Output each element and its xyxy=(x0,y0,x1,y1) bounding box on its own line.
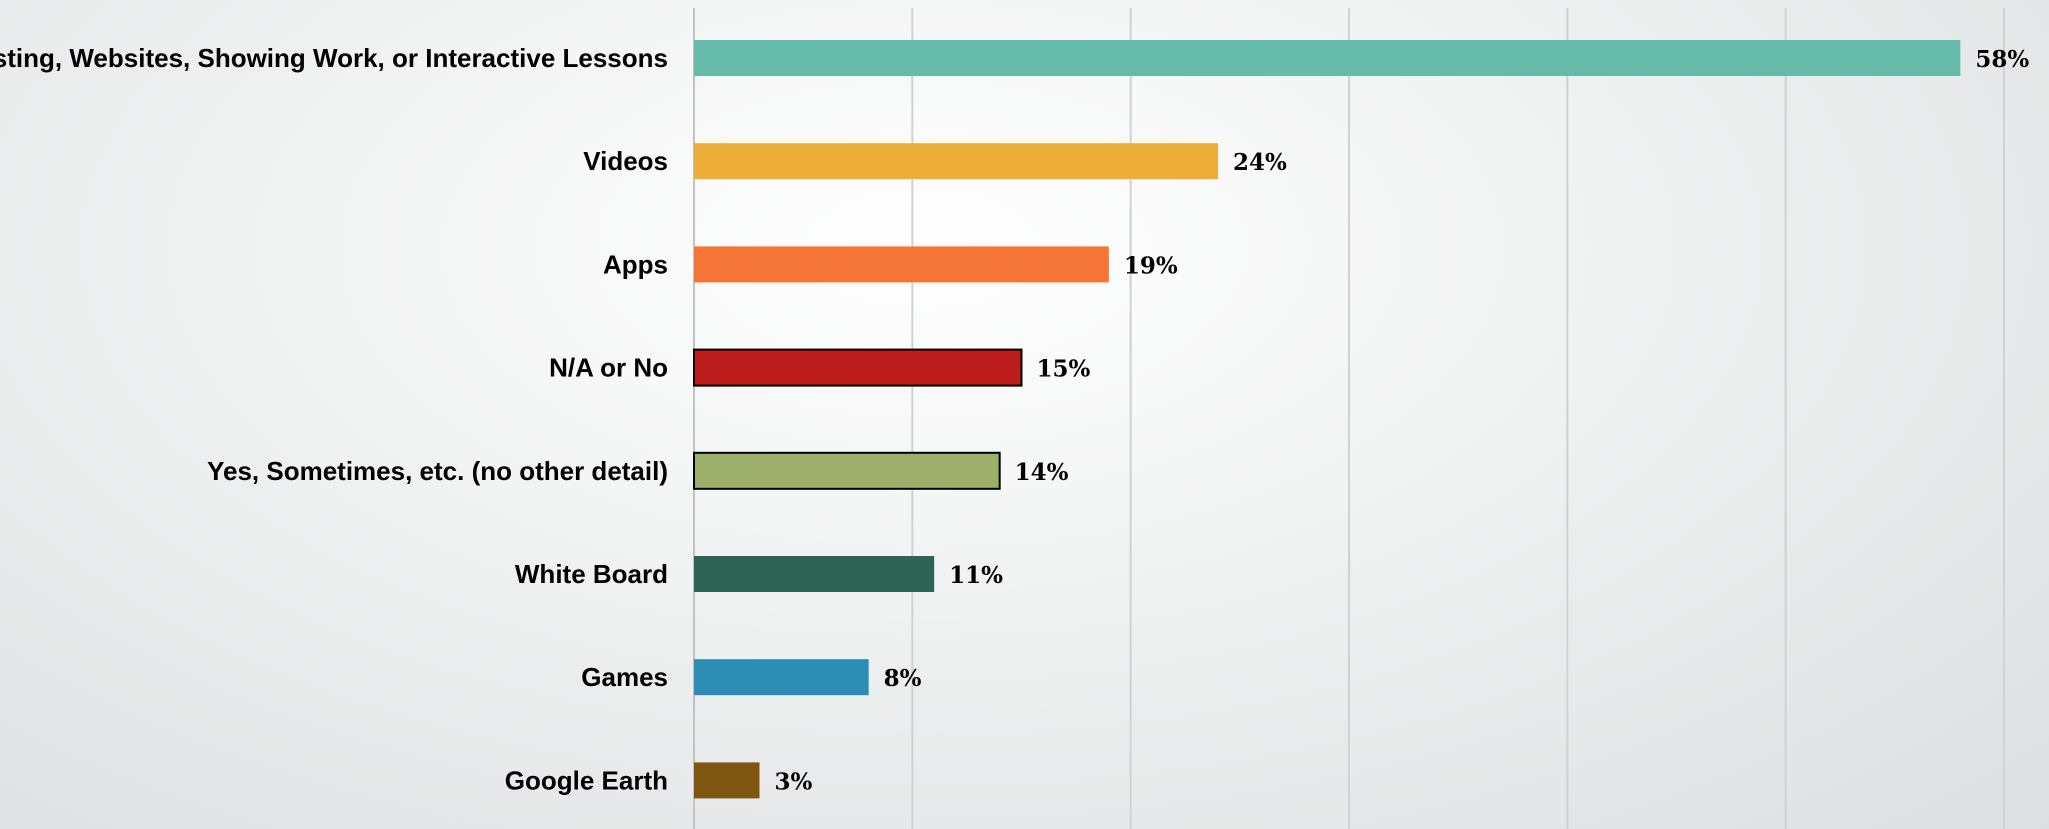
bar xyxy=(694,143,1218,180)
category-label: White Board xyxy=(515,559,668,589)
bar xyxy=(694,659,869,696)
value-label: 8% xyxy=(884,665,922,692)
category-label: Videos xyxy=(583,146,668,176)
bar xyxy=(693,451,1001,490)
value-label: 11% xyxy=(949,562,1003,589)
value-label: 24% xyxy=(1233,149,1287,176)
bar xyxy=(694,762,760,799)
value-label: 19% xyxy=(1124,252,1178,279)
category-label: N/A or No xyxy=(549,353,668,383)
category-labels: Casting, Websites, Showing Work, or Inte… xyxy=(0,43,668,795)
bar xyxy=(693,348,1023,387)
value-label: 15% xyxy=(1037,356,1091,383)
category-label: Apps xyxy=(603,249,668,279)
category-label: Google Earth xyxy=(505,765,668,795)
category-label: Games xyxy=(581,662,668,692)
bars xyxy=(693,40,1961,799)
bar xyxy=(694,40,1961,76)
category-label: Yes, Sometimes, etc. (no other detail) xyxy=(207,456,668,486)
value-labels: 58% 24% 19% 15% 14% 11% 8% 3% xyxy=(775,46,2030,795)
category-label: Casting, Websites, Showing Work, or Inte… xyxy=(0,43,668,73)
value-label: 14% xyxy=(1015,459,1069,486)
value-label: 3% xyxy=(775,768,813,795)
bar xyxy=(694,246,1109,283)
bar xyxy=(694,556,935,592)
gridlines xyxy=(693,8,2005,829)
value-label: 58% xyxy=(1975,46,2029,73)
